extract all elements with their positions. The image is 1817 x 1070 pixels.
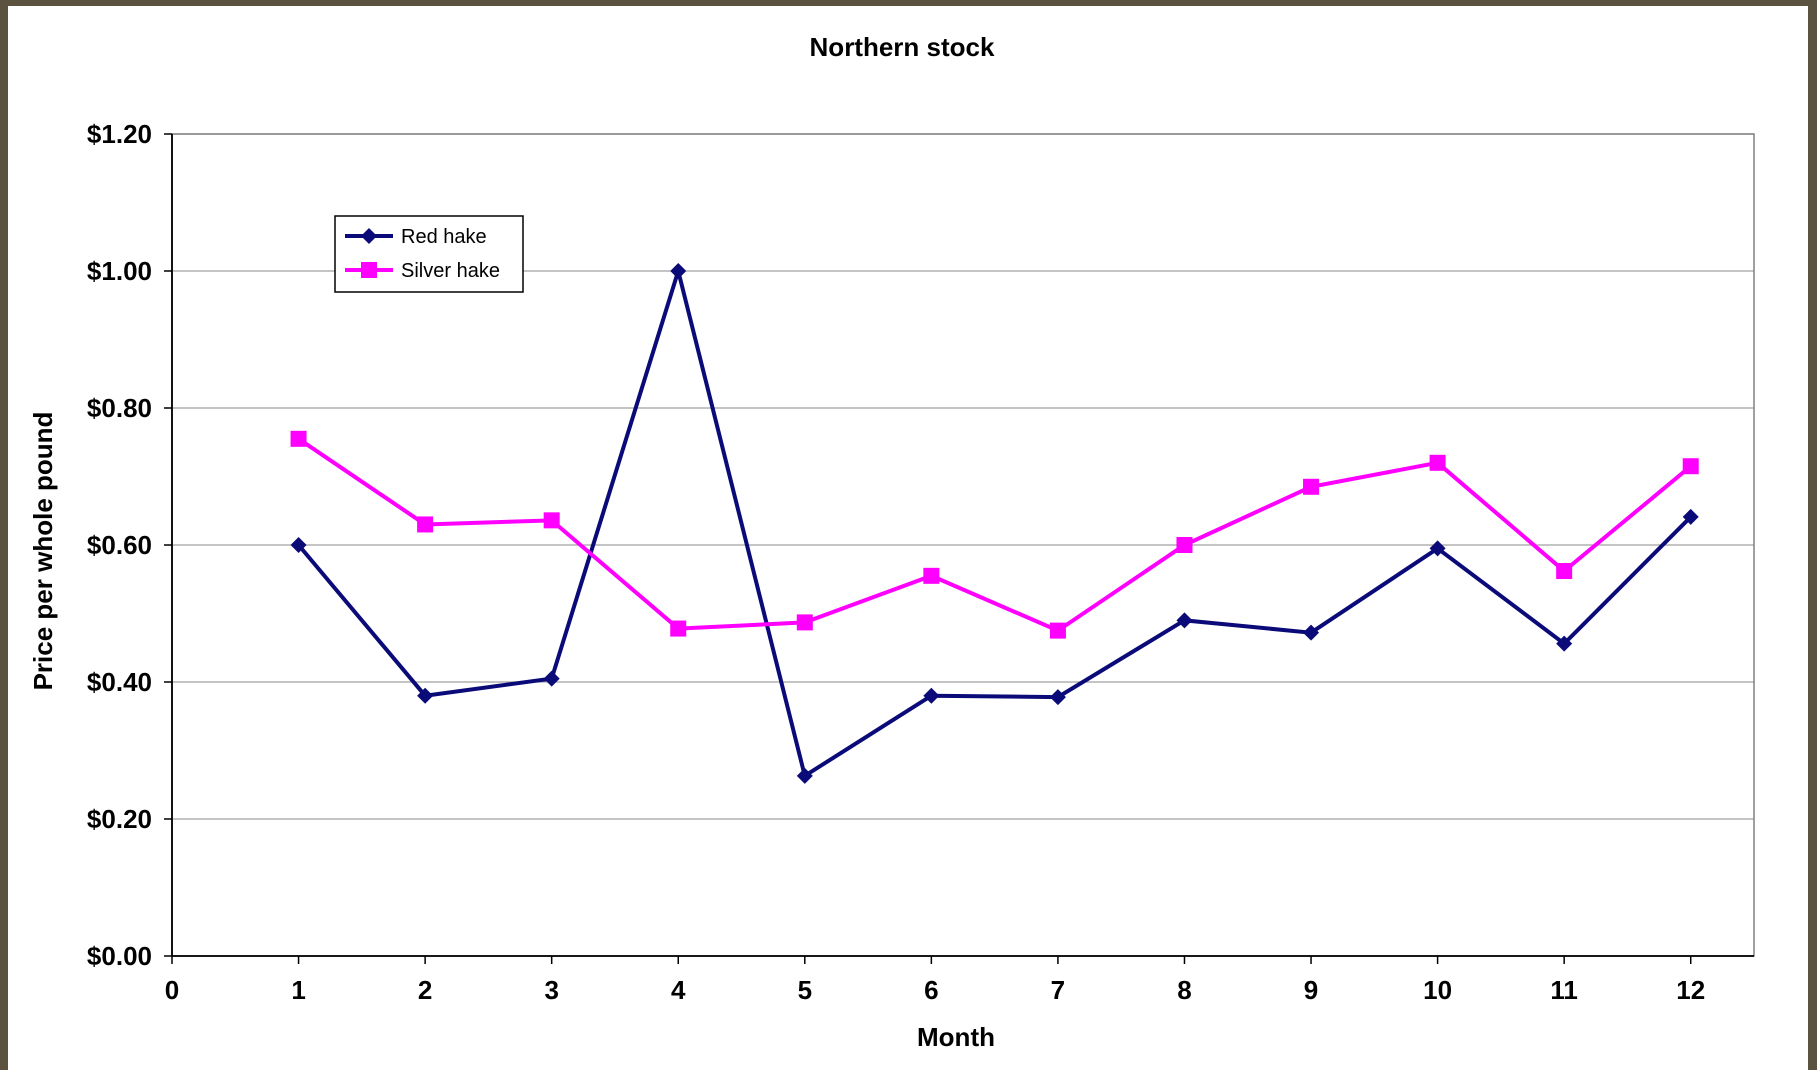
chart-area: Northern stock $0.00 $0.20 $0.40 $0.60 $0.80…: [8, 6, 1808, 1070]
y-tick-label: $1.00: [87, 256, 152, 286]
silver-hake-point: [543, 512, 560, 529]
y-tick-label: $0.00: [87, 941, 152, 971]
red-hake-point: [923, 687, 940, 704]
x-tick-label: 3: [544, 975, 558, 1005]
y-tick-label: $0.80: [87, 393, 152, 423]
x-tick-label: 6: [924, 975, 938, 1005]
x-axis-title: Month: [917, 1022, 995, 1052]
y-tick-label: $0.20: [87, 804, 152, 834]
series: [290, 263, 1699, 784]
red-hake-line: [297, 263, 1693, 780]
red-hake-point: [1556, 635, 1573, 652]
silver-hake-point: [1556, 563, 1573, 580]
legend: Red hake Silver hake: [334, 215, 524, 293]
silver-hake-point: [1682, 458, 1699, 475]
line-chart: Northern stock $0.00 $0.20 $0.40 $0.60 $0.80…: [28, 32, 1755, 1052]
red-hake-point: [1176, 612, 1193, 629]
x-tick-label: 2: [418, 975, 432, 1005]
x-tick-label: 8: [1177, 975, 1191, 1005]
series-silver-hake: [290, 430, 1699, 639]
red-hake-point: [796, 767, 813, 784]
legend-marker-red-hake: [361, 228, 377, 244]
x-tick-label: 5: [798, 975, 812, 1005]
y-tick-label: $1.20: [87, 119, 152, 149]
legend-marker-silver-hake: [361, 262, 377, 278]
red-hake-point: [417, 687, 434, 704]
y-tick-label: $0.60: [87, 530, 152, 560]
x-tick-label: 0: [165, 975, 179, 1005]
legend-box: [334, 215, 524, 293]
silver-hake-point: [1176, 537, 1193, 553]
legend-label-red-hake: Red hake: [401, 226, 487, 248]
series-red-hake: [290, 263, 1699, 784]
red-hake-point: [670, 263, 687, 279]
red-hake-point: [1303, 624, 1320, 641]
x-tick-label: 9: [1304, 975, 1318, 1005]
y-axis-title: Price per whole pound: [28, 412, 58, 691]
silver-hake-point: [290, 430, 307, 447]
x-tick-label: 11: [1550, 975, 1578, 1005]
x-tick-label: 12: [1676, 975, 1705, 1005]
red-hake-point: [1429, 540, 1446, 557]
silver-hake-line: [297, 437, 1692, 633]
silver-hake-point: [417, 516, 434, 533]
x-tick-label: 7: [1051, 975, 1065, 1005]
axes: $0.00$0.20$0.40$0.60$0.80$1.00$1.200 1 2 3 4…: [87, 119, 1754, 1005]
silver-hake-point: [1303, 478, 1320, 495]
y-tick-label: $0.40: [87, 667, 152, 697]
silver-hake-point: [670, 620, 687, 637]
legend-label-silver-hake: Silver hake: [401, 260, 500, 282]
red-hake-point: [1049, 689, 1066, 706]
x-tick-label: 1: [291, 975, 305, 1005]
silver-hake-point: [1049, 622, 1066, 639]
silver-hake-point: [1429, 454, 1446, 471]
silver-hake-point: [923, 567, 940, 584]
chart-title: Northern stock: [810, 32, 995, 62]
silver-hake-point: [796, 614, 813, 631]
red-hake-point: [543, 670, 560, 687]
x-tick-label: 4: [671, 975, 686, 1005]
red-hake-point: [290, 537, 307, 553]
x-tick-label: 10: [1423, 975, 1452, 1005]
